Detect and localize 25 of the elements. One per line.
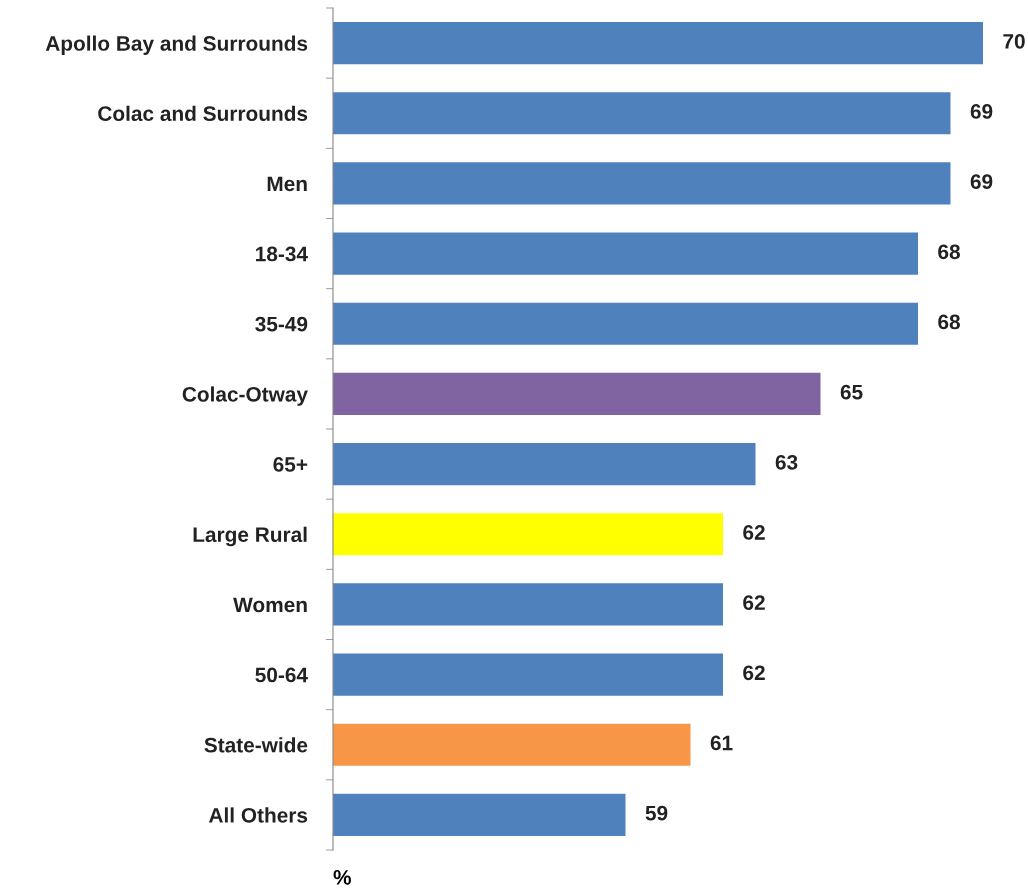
data-label: 62 — [743, 665, 765, 681]
y-tick-label: All Others — [208, 807, 308, 823]
y-tick-label: 50-64 — [255, 667, 308, 683]
data-label: 68 — [938, 244, 960, 260]
data-label: 68 — [938, 314, 960, 330]
data-label: 59 — [645, 805, 668, 821]
data-label: 61 — [710, 735, 733, 751]
y-tick-label: Apollo Bay and Surrounds — [45, 35, 308, 55]
y-tick-label: State-wide — [204, 737, 308, 753]
data-label: 65 — [840, 384, 863, 400]
y-tick-label: 18-34 — [256, 246, 308, 262]
y-tick-label: Colac-Otway — [182, 386, 308, 406]
data-label: 62 — [743, 525, 765, 540]
y-tick-label: 35-49 — [255, 316, 308, 332]
y-tick-label: 65+ — [273, 457, 308, 472]
data-label: 69 — [970, 104, 993, 119]
x-axis-title: % — [333, 870, 351, 885]
y-tick-label: Colac and Surrounds — [98, 105, 308, 121]
y-tick-label: Women — [233, 597, 307, 613]
data-label: 63 — [775, 454, 798, 470]
y-tick-label: Large Rural — [193, 526, 307, 547]
y-tick-label: Men — [267, 176, 307, 192]
data-label: 62 — [743, 595, 765, 611]
data-label: 70 — [1003, 33, 1025, 49]
data-label: 69 — [970, 174, 993, 190]
